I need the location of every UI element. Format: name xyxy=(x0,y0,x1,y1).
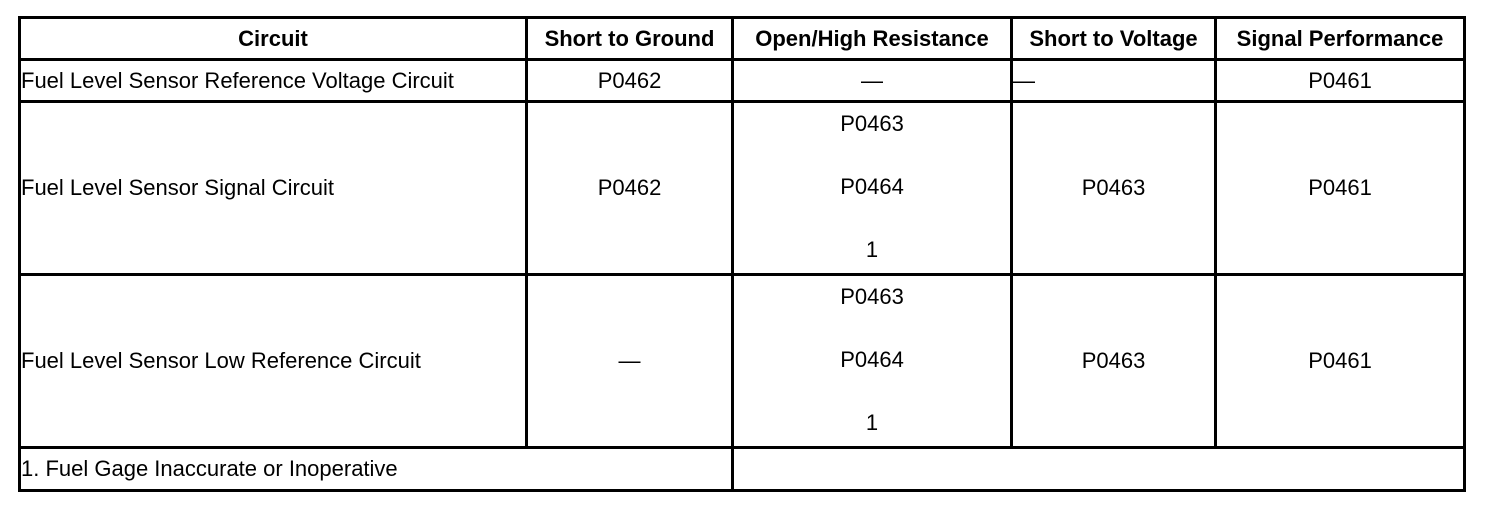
table-row: Fuel Level Sensor Low Reference Circuit … xyxy=(18,273,1466,449)
short-to-ground-code: P0462 xyxy=(525,100,734,276)
circuit-name: Fuel Level Sensor Signal Circuit xyxy=(18,100,528,276)
signal-performance-code: P0461 xyxy=(1214,273,1466,449)
short-to-ground-code: — xyxy=(525,273,734,449)
footnote-reference: 1 xyxy=(865,237,879,262)
short-to-voltage-code: P0463 xyxy=(1010,100,1217,276)
header-signal-performance: Signal Performance xyxy=(1214,16,1466,61)
open-high-resistance-cell: P0463 P0464 1 xyxy=(731,273,1013,449)
open-high-resistance-code: P0464 xyxy=(840,174,904,199)
circuit-name: Fuel Level Sensor Low Reference Circuit xyxy=(18,273,528,449)
circuit-name: Fuel Level Sensor Reference Voltage Circ… xyxy=(18,58,528,103)
header-circuit: Circuit xyxy=(18,16,528,61)
header-open-high-resistance: Open/High Resistance xyxy=(731,16,1013,61)
table-row: Fuel Level Sensor Reference Voltage Circ… xyxy=(18,58,1466,103)
signal-performance-code: P0461 xyxy=(1214,100,1466,276)
footnote-row: 1. Fuel Gage Inaccurate or Inoperative xyxy=(18,446,1466,492)
diagnostic-table: Circuit Short to Ground Open/High Resist… xyxy=(18,16,1466,492)
open-high-resistance-code: P0463 xyxy=(840,284,904,309)
open-high-resistance-cell: P0463 P0464 1 xyxy=(731,100,1013,276)
footnote-text: 1. Fuel Gage Inaccurate or Inoperative xyxy=(18,446,734,492)
header-short-to-ground: Short to Ground xyxy=(525,16,734,61)
table-row: Fuel Level Sensor Signal Circuit P0462 P… xyxy=(18,100,1466,276)
footnote-reference: 1 xyxy=(865,410,879,435)
footnote-empty-cell xyxy=(731,446,1466,492)
header-row: Circuit Short to Ground Open/High Resist… xyxy=(18,16,1466,61)
header-short-to-voltage: Short to Voltage xyxy=(1010,16,1217,61)
short-to-voltage-code: — xyxy=(1010,58,1217,103)
signal-performance-code: P0461 xyxy=(1214,58,1466,103)
short-to-ground-code: P0462 xyxy=(525,58,734,103)
short-to-voltage-code: P0463 xyxy=(1010,273,1217,449)
open-high-resistance-code: — xyxy=(731,58,1013,103)
open-high-resistance-code: P0464 xyxy=(840,347,904,372)
open-high-resistance-code: P0463 xyxy=(840,111,904,136)
